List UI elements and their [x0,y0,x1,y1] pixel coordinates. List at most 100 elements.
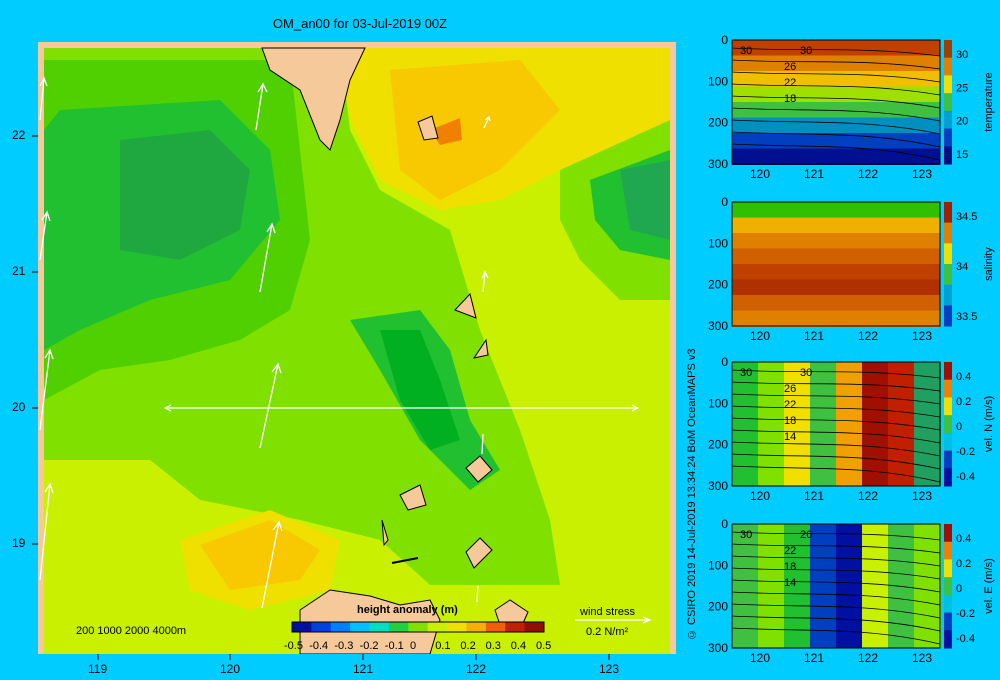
colorbar-tick: -0.1 [384,640,404,652]
land-island [399,484,427,511]
wind-stress-arrows [39,76,652,624]
panel-colorbar-tick: 0 [956,421,962,433]
colorbar-tick: -0.2 [359,640,379,652]
contour-label: 14 [784,431,796,443]
panel-colorbar-swatch [944,397,952,416]
lon-tick: 123 [912,329,932,343]
lon-tick: 120 [750,651,770,665]
anomaly-band [390,60,560,200]
panel-colorbar-tick: -0.2 [956,608,975,620]
depth-tick: 200 [708,600,728,614]
contour-label: 26 [784,61,796,73]
colorbar-tick: 0.3 [485,640,501,652]
land-island [381,519,389,547]
lon-tick: 120 [750,329,770,343]
lon-tick: 122 [858,651,878,665]
depth-tick: 0 [721,356,728,369]
panel-colorbar-swatch [944,450,952,469]
isotherm-contour [731,95,941,109]
depth-tick: 300 [708,479,728,493]
depth-tick: 0 [721,34,728,47]
isotherm-contour [731,381,941,392]
section-field-band [836,524,863,648]
panel-variable-label: vel. E (m/s) [983,558,995,614]
wind-label: wind stress [580,606,636,618]
anomaly-band [120,130,250,260]
panel-colorbar-tick: 34 [956,261,968,273]
section-panel-2: 0 100 200 300 120 121 122 123 34.5 34 33.5 salinity [708,196,995,343]
colorbar-swatch [466,622,487,632]
colorbar-swatch [524,622,545,632]
section-field-band [862,362,889,486]
height-anomaly-map [32,42,676,660]
isotherm-contour [731,417,941,431]
depth-tick: 200 [708,278,728,292]
panel-colorbar-swatch [944,379,952,398]
colorbar-tick: 0.2 [460,640,476,652]
section-field-band [732,148,940,165]
isotherm-contour [731,555,941,567]
panel-variable-label: salinity [983,247,995,281]
section-field-band [732,233,940,250]
depth-tick: 100 [708,558,728,572]
height-colorbar [291,621,545,633]
colorbar-swatch [311,622,332,632]
isotherm-contour [731,531,941,541]
contour-label: 22 [784,399,796,411]
panel-colorbar-swatch [944,284,952,306]
contour-label: 30 [800,45,812,57]
isotherm-contour [731,131,941,148]
isotherm-contour [731,429,941,444]
panel-colorbar-swatch [944,128,952,147]
lat-tick: 20 [12,400,26,414]
isotherm-contour [731,465,941,483]
isotherm-contour [731,47,941,57]
panel-colorbar-tick: 25 [956,82,968,94]
anomaly-band [380,330,460,450]
isotherm-contour [731,59,941,70]
colorbar-swatch [350,622,371,632]
section-field-band [914,362,941,486]
section-field-band [810,524,837,648]
section-field-band [758,524,785,648]
section-field-band [862,524,889,648]
panel-colorbar-swatch [944,75,952,94]
isotherm-contour [731,603,941,619]
section-field-band [732,279,940,296]
lat-tick: 19 [12,536,26,550]
isotherm-contour [731,615,941,632]
land-island [417,115,439,141]
depth-tick: 300 [708,319,728,333]
panel-colorbar-swatch [944,559,952,578]
lon-tick: 121 [804,329,824,343]
panel-colorbar-swatch [944,202,952,224]
section-field-band [914,524,941,648]
section-panel-3: 30 30 26 22 18 14 0 100 200 300 120 121 122 123 0.4 0.2… [708,356,995,503]
contour-label: 18 [784,561,796,573]
land-taiwan [261,47,366,151]
section-field-band [732,40,940,57]
panel-colorbar-swatch [944,468,952,487]
panel-colorbar-swatch [944,432,952,452]
panel-colorbar-tick: -0.4 [956,471,975,483]
panel-colorbar-swatch [944,612,952,631]
contour-label: 30 [740,529,752,541]
depth-legend: 200 1000 2000 4000m [76,625,187,637]
colorbar-swatch [292,622,312,632]
isotherm-contour [731,143,941,161]
panel-colorbar-tick: -0.2 [956,446,975,458]
section-field-band [784,362,811,486]
land-island [391,557,419,564]
colorbar-tick: 0.4 [510,640,527,652]
isotherm-contour [731,591,941,606]
isotherm-contour [731,441,941,457]
lon-tick: 119 [88,662,108,676]
panel-colorbar-swatch [944,362,952,381]
lon-tick: 122 [858,329,878,343]
contour-label: 18 [784,415,796,427]
panel-colorbar-swatch [944,93,952,112]
panel-colorbar-tick: 0.4 [956,371,971,383]
colorbar-tick: 0.5 [536,640,552,652]
isotherm-contour [731,627,941,645]
colorbar-title: height anomaly (m) [357,604,458,616]
